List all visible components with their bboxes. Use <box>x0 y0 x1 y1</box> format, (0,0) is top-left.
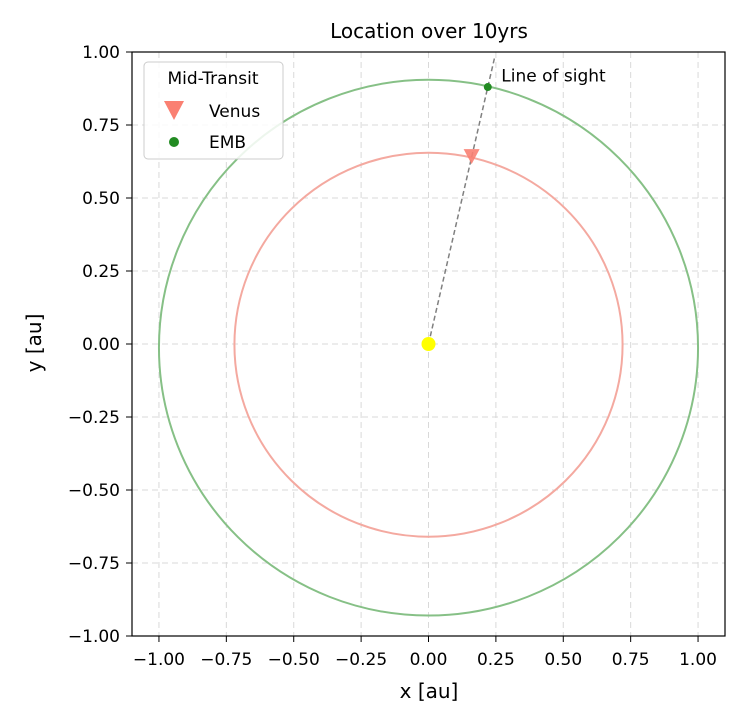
x-tick-label-7: 0.75 <box>612 650 650 670</box>
point-venus <box>463 149 480 165</box>
x-tick-label-6: 0.50 <box>544 650 582 670</box>
line-of-sight-annotation: Line of sight <box>501 66 606 86</box>
x-axis-ticks: −1.00 −0.75 −0.50 −0.25 0.00 0.25 0.50 0.75 1.00 <box>133 636 717 670</box>
orbit-venus <box>233 151 624 538</box>
orbit-emb <box>157 78 700 617</box>
legend-venus-marker <box>164 101 184 120</box>
y-tick-label-1: −0.75 <box>68 554 120 574</box>
y-axis-ticks: −1.00 −0.75 −0.50 −0.25 0.00 0.25 0.50 0.75 1.00 <box>68 43 132 647</box>
point-emb <box>483 83 492 92</box>
legend-venus-label: Venus <box>209 102 260 122</box>
legend-title: Mid-Transit <box>167 69 258 89</box>
y-tick-label-3: −0.25 <box>68 408 120 428</box>
y-tick-label-0: −1.00 <box>68 627 120 647</box>
legend: Mid-Transit Venus EMB <box>143 61 284 160</box>
x-tick-label-5: 0.25 <box>477 650 515 670</box>
point-sun <box>421 337 436 351</box>
legend-emb-marker <box>169 137 179 147</box>
x-tick-label-4: 0.00 <box>410 650 448 670</box>
x-axis-label: x [au] <box>400 679 459 703</box>
legend-emb-label: EMB <box>209 133 246 153</box>
y-axis-label: y [au] <box>22 314 46 373</box>
marks <box>421 57 496 351</box>
orbits <box>157 78 700 617</box>
x-tick-label-1: −0.75 <box>200 650 252 670</box>
y-tick-label-4: 0.00 <box>82 335 120 355</box>
legend-box <box>143 61 284 160</box>
x-tick-label-2: −0.50 <box>268 650 320 670</box>
y-tick-label-8: 1.00 <box>82 43 120 63</box>
y-tick-label-5: 0.25 <box>82 262 120 282</box>
y-tick-label-7: 0.75 <box>82 116 120 136</box>
line-of-sight <box>427 57 496 345</box>
y-tick-label-2: −0.50 <box>68 481 120 501</box>
x-tick-label-0: −1.00 <box>133 650 185 670</box>
x-tick-label-3: −0.25 <box>335 650 387 670</box>
y-tick-label-6: 0.50 <box>82 189 120 209</box>
x-tick-label-8: 1.00 <box>679 650 717 670</box>
chart-title: Location over 10yrs <box>330 19 528 43</box>
